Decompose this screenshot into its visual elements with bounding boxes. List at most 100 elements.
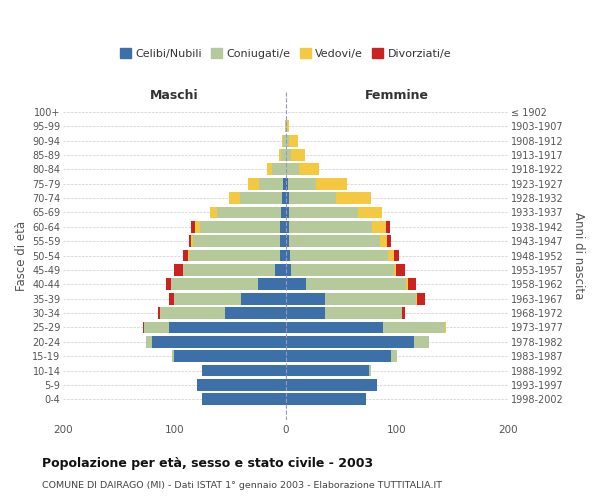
Bar (286, 206, 382, 218)
Bar (240, 192, 286, 204)
Bar (171, 278, 286, 290)
Bar (286, 278, 408, 290)
Bar (275, 264, 286, 276)
Bar (286, 307, 403, 319)
Bar (175, 264, 286, 276)
Bar (188, 250, 286, 262)
Bar (284, 120, 286, 132)
Bar (184, 250, 286, 262)
Bar (258, 278, 286, 290)
Bar (286, 336, 429, 347)
Bar (286, 264, 404, 276)
Bar (286, 250, 388, 262)
Bar (286, 336, 413, 347)
Bar (202, 364, 286, 376)
Bar (267, 164, 286, 175)
Bar (197, 379, 286, 391)
Legend: Celibi/Nubili, Coniugati/e, Vedovi/e, Divorziati/e: Celibi/Nubili, Coniugati/e, Vedovi/e, Di… (116, 44, 455, 64)
Bar (286, 322, 445, 334)
Bar (286, 278, 305, 290)
Bar (281, 149, 286, 161)
Bar (146, 336, 286, 347)
Text: Maschi: Maschi (150, 89, 199, 102)
Bar (286, 164, 319, 175)
Bar (279, 149, 286, 161)
Bar (229, 192, 286, 204)
Bar (286, 250, 290, 262)
Bar (279, 149, 286, 161)
Bar (286, 120, 289, 132)
Bar (284, 120, 286, 132)
Bar (286, 236, 387, 247)
Bar (286, 264, 291, 276)
Bar (286, 307, 325, 319)
Bar (286, 379, 377, 391)
Bar (184, 264, 286, 276)
Bar (280, 236, 286, 247)
Bar (286, 164, 319, 175)
Bar (286, 394, 366, 405)
Bar (286, 134, 289, 146)
Bar (286, 236, 380, 247)
Bar (146, 336, 286, 347)
Bar (191, 221, 286, 232)
Bar (286, 379, 377, 391)
Bar (286, 322, 446, 334)
Bar (286, 236, 391, 247)
Bar (286, 178, 347, 190)
Bar (197, 379, 286, 391)
Bar (202, 364, 286, 376)
Bar (145, 322, 286, 334)
Bar (202, 394, 286, 405)
Bar (286, 379, 377, 391)
Bar (202, 394, 286, 405)
Bar (158, 307, 286, 319)
Bar (286, 192, 371, 204)
Bar (286, 221, 373, 232)
Bar (286, 236, 289, 247)
Bar (143, 322, 286, 334)
Bar (210, 206, 286, 218)
Bar (286, 364, 369, 376)
Bar (286, 250, 399, 262)
Bar (175, 293, 286, 304)
Bar (286, 336, 429, 347)
Bar (267, 164, 286, 175)
Bar (248, 178, 286, 190)
Bar (259, 178, 286, 190)
Bar (280, 221, 286, 232)
Bar (286, 307, 404, 319)
Bar (286, 134, 298, 146)
Bar (283, 192, 286, 204)
Bar (152, 336, 286, 347)
Bar (224, 307, 286, 319)
Bar (286, 192, 371, 204)
Bar (286, 364, 371, 376)
Bar (194, 221, 286, 232)
Bar (146, 336, 286, 347)
Bar (286, 149, 291, 161)
Text: Popolazione per età, sesso e stato civile - 2003: Popolazione per età, sesso e stato civil… (42, 458, 373, 470)
Bar (286, 336, 429, 347)
Bar (197, 379, 286, 391)
Bar (286, 264, 396, 276)
Bar (202, 394, 286, 405)
Bar (184, 264, 286, 276)
Bar (286, 192, 289, 204)
Bar (169, 293, 286, 304)
Bar (202, 364, 286, 376)
Text: Femmine: Femmine (365, 89, 429, 102)
Bar (193, 236, 286, 247)
Bar (286, 221, 289, 232)
Y-axis label: Fasce di età: Fasce di età (15, 220, 28, 290)
Bar (286, 120, 287, 132)
Bar (286, 394, 366, 405)
Bar (286, 278, 406, 290)
Bar (286, 178, 316, 190)
Bar (283, 134, 286, 146)
Bar (286, 221, 390, 232)
Bar (286, 134, 298, 146)
Bar (160, 307, 286, 319)
Bar (175, 293, 286, 304)
Bar (217, 206, 286, 218)
